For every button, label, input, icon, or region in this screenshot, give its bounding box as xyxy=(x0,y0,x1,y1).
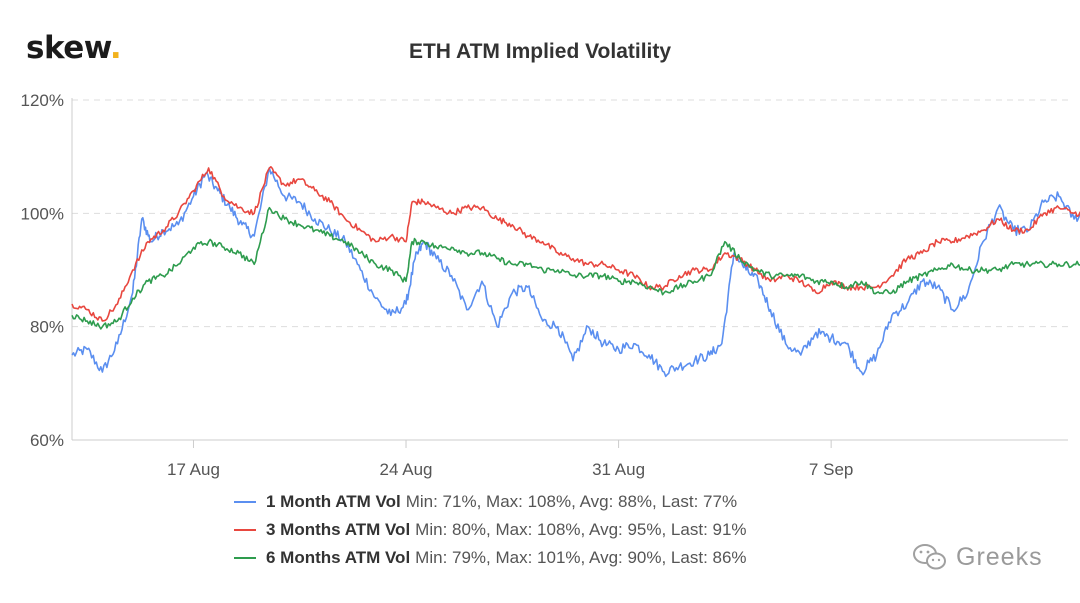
legend-name-6m: 6 Months ATM Vol xyxy=(266,548,411,567)
skew-logo: skew. xyxy=(26,30,122,66)
chart-title: ETH ATM Implied Volatility xyxy=(408,40,672,63)
wechat-icon xyxy=(913,544,946,570)
legend-swatch-6m xyxy=(234,557,256,559)
watermark: Greeks xyxy=(912,542,1043,572)
legend-swatch-3m xyxy=(234,529,256,531)
x-tick-label: 24 Aug xyxy=(380,460,433,479)
series-lines xyxy=(71,166,1080,378)
legend-swatch-1m xyxy=(234,501,256,503)
legend-item-1m[interactable]: 1 Month ATM Vol Min: 71%, Max: 108%, Avg… xyxy=(234,488,747,516)
legend-name-3m: 3 Months ATM Vol xyxy=(266,520,411,539)
logo-dot: . xyxy=(109,30,122,66)
y-tick-label: 60% xyxy=(30,431,64,450)
legend-item-3m[interactable]: 3 Months ATM Vol Min: 80%, Max: 108%, Av… xyxy=(234,516,747,544)
x-tick-label: 7 Sep xyxy=(809,460,853,479)
y-tick-labels: 60% 80% 100% 120% xyxy=(21,91,64,450)
legend-stats-1m: Min: 71%, Max: 108%, Avg: 88%, Last: 77% xyxy=(405,492,738,511)
y-tick-label: 100% xyxy=(21,204,64,223)
y-gridlines xyxy=(72,99,1068,328)
legend-name-1m: 1 Month ATM Vol xyxy=(266,492,401,511)
y-tick-label: 80% xyxy=(30,318,64,337)
legend-stats-6m: Min: 79%, Max: 101%, Avg: 90%, Last: 86% xyxy=(415,548,747,567)
series-line-0 xyxy=(71,167,1080,378)
axes xyxy=(71,98,1068,448)
legend-stats-3m: Min: 80%, Max: 108%, Avg: 95%, Last: 91% xyxy=(415,520,747,539)
logo-text: skew xyxy=(26,30,110,66)
watermark-text: Greeks xyxy=(956,542,1043,571)
legend: 1 Month ATM Vol Min: 71%, Max: 108%, Avg… xyxy=(234,488,747,572)
y-tick-label: 120% xyxy=(21,91,64,110)
x-tick-labels: 17 Aug 24 Aug 31 Aug 7 Sep xyxy=(167,460,853,479)
legend-item-6m[interactable]: 6 Months ATM Vol Min: 79%, Max: 101%, Av… xyxy=(234,544,747,572)
series-line-2 xyxy=(71,206,1080,330)
x-tick-label: 31 Aug xyxy=(592,460,645,479)
x-tick-label: 17 Aug xyxy=(167,460,220,479)
series-line-1 xyxy=(71,166,1080,322)
